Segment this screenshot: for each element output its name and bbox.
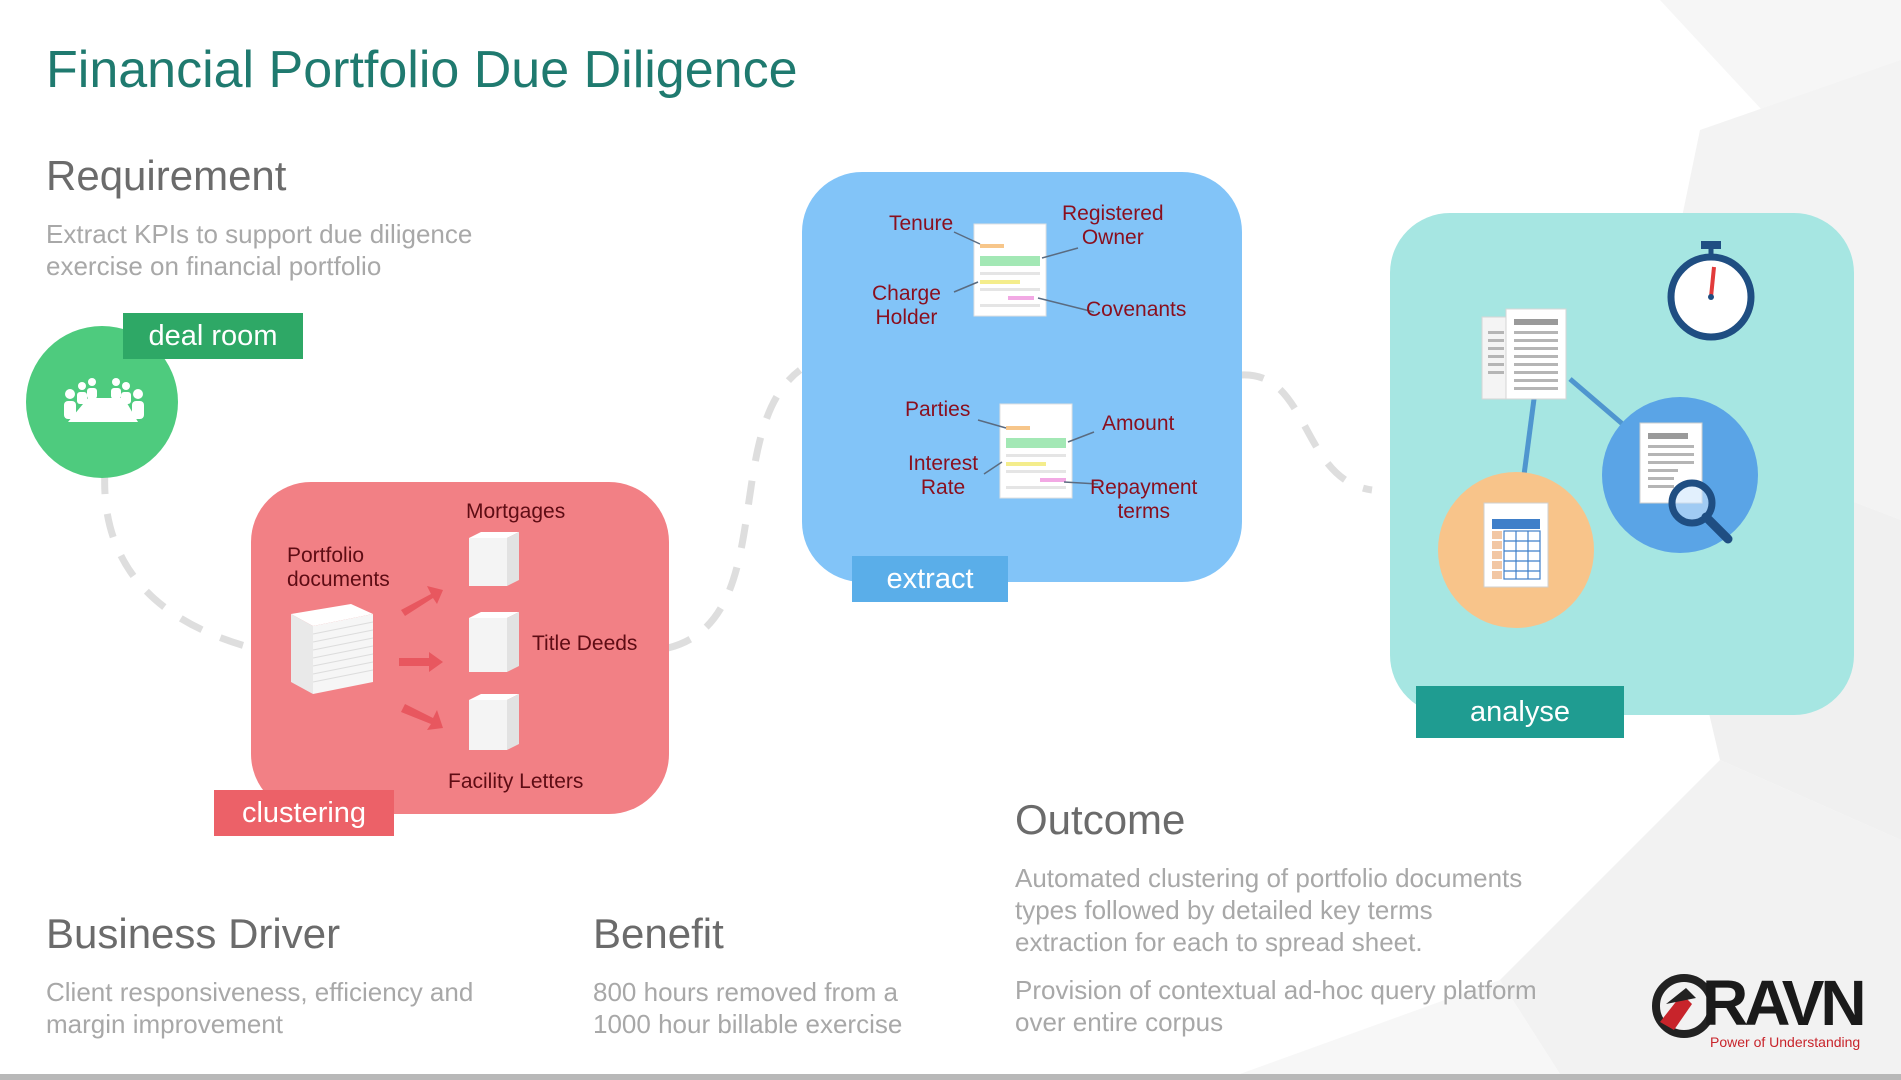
mortgages-label: Mortgages: [466, 500, 566, 523]
ravn-wordmark: RAVN: [1702, 967, 1867, 1039]
ravn-bird-icon: [1652, 974, 1712, 1038]
amount-label: Amount: [1102, 412, 1175, 435]
deal-room-tag: deal room: [123, 313, 303, 359]
extract-graphics: [953, 223, 1099, 499]
requirement-text: Extract KPIs to support due diligence ex…: [46, 219, 473, 281]
repayment-terms-label: Repayment terms: [1090, 476, 1198, 523]
interest-rate-label: Interest Rate: [908, 452, 979, 499]
facility-letters-label: Facility Letters: [448, 770, 584, 793]
business-driver-heading: Business Driver: [46, 910, 341, 957]
benefit-heading: Benefit: [593, 910, 724, 957]
document-icon: [973, 223, 1047, 317]
title-deeds-label: Title Deeds: [532, 632, 638, 655]
benefit-text: 800 hours removed from a 1000 hour billa…: [593, 977, 903, 1039]
page-title: Financial Portfolio Due Diligence: [46, 41, 798, 99]
bottom-border: [0, 1074, 1901, 1080]
outcome-heading: Outcome: [1015, 796, 1186, 843]
outcome-text: Automated clustering of portfolio docume…: [1015, 863, 1537, 1037]
spreadsheet-icon: [1483, 502, 1549, 588]
requirement-heading: Requirement: [46, 152, 287, 199]
title-deed-box-icon: [469, 612, 519, 672]
analyse-tag: analyse: [1416, 686, 1624, 738]
extract-tag: extract: [852, 556, 1008, 602]
clustering-graphics: [291, 532, 519, 750]
mortgage-box-icon: [469, 532, 519, 586]
registered-owner-label: Registered Owner: [1062, 202, 1164, 249]
document-icon: [999, 403, 1073, 499]
ravn-tagline: Power of Understanding: [1710, 1034, 1861, 1050]
charge-holder-label: Charge Holder: [872, 282, 941, 329]
parties-label: Parties: [905, 398, 971, 421]
facility-letter-box-icon: [469, 694, 519, 750]
documents-icon: [1481, 308, 1567, 400]
stopwatch-icon: [1667, 241, 1755, 341]
tenure-label: Tenure: [889, 212, 954, 235]
portfolio-documents-label: Portfolio documents: [287, 544, 390, 591]
search-document-icon: [1639, 422, 1733, 544]
covenants-label: Covenants: [1086, 298, 1187, 321]
business-driver-text: Client responsiveness, efficiency and ma…: [46, 977, 474, 1039]
analyse-graphics: [1438, 241, 1758, 628]
clustering-tag: clustering: [214, 790, 394, 836]
meeting-table-icon: [64, 378, 144, 422]
ravn-logo: RAVN Power of Understanding: [1652, 968, 1888, 1058]
document-stack-icon: [291, 604, 374, 694]
